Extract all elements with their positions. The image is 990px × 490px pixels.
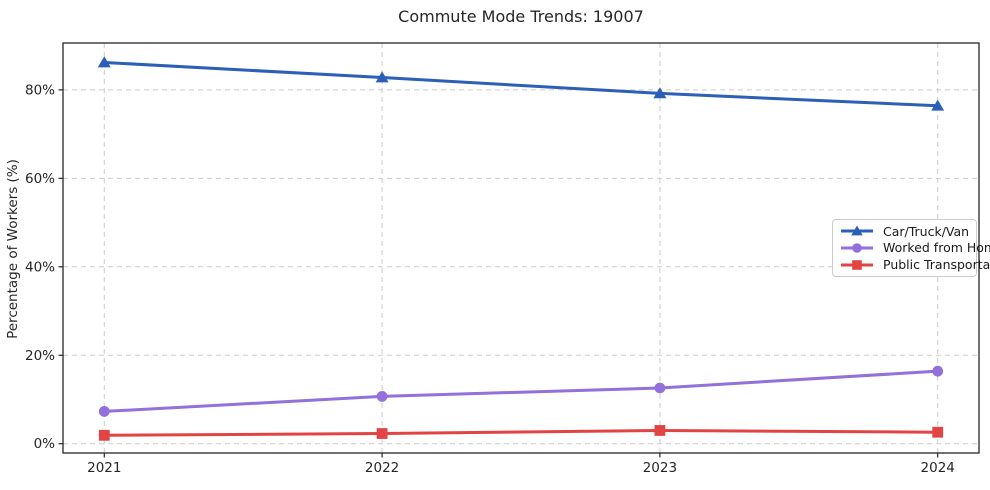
chart-title: Commute Mode Trends: 19007 [398, 7, 644, 26]
legend-label: Worked from Home [883, 240, 990, 256]
y-tick-label: 60% [25, 171, 55, 187]
legend-item: Worked from Home [840, 240, 990, 256]
legend-label: Car/Truck/Van [883, 223, 970, 239]
x-tick-label: 2022 [365, 460, 399, 476]
x-tick-label: 2024 [921, 460, 955, 476]
y-axis: 0% 20% 40% 60% 80% [25, 82, 63, 452]
y-tick-label: 80% [25, 82, 55, 98]
y-tick-label: 20% [25, 348, 55, 364]
legend-circle-marker-icon [841, 243, 873, 253]
series-car-truck-van [97, 56, 945, 111]
legend-triangle-marker-icon [841, 225, 873, 236]
y-tick-label: 40% [25, 259, 55, 275]
x-axis: 2021 2022 2023 2024 [87, 453, 955, 476]
x-tick-label: 2023 [643, 460, 677, 476]
legend-label: Public Transportation [883, 257, 990, 273]
legend-item: Public Transportation [840, 257, 990, 273]
series-public-transportation [98, 425, 944, 441]
y-tick-label: 0% [34, 436, 56, 452]
series-worked-from-home [98, 365, 944, 417]
legend-square-marker-icon [841, 259, 873, 270]
plot-border [62, 42, 980, 454]
x-tick-label: 2021 [87, 460, 121, 476]
legend-item: Car/Truck/Van [840, 223, 969, 239]
